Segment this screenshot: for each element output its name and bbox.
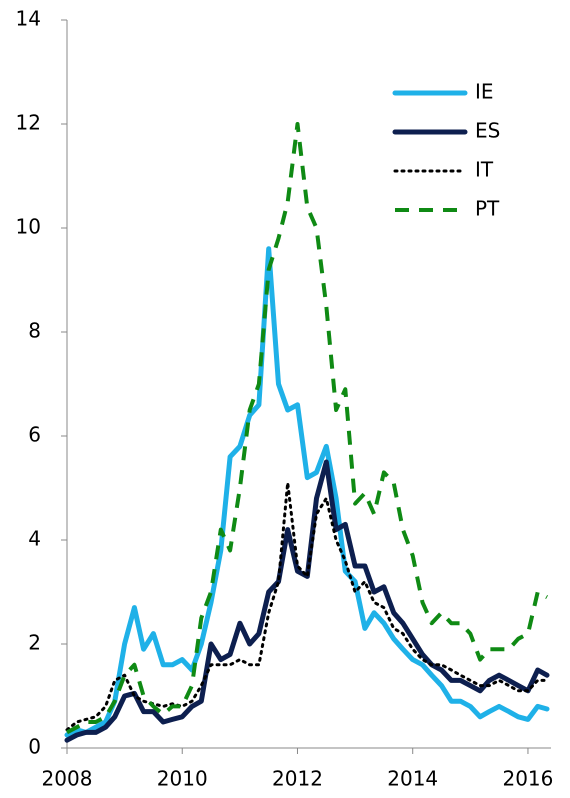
y-tick-label: 6 xyxy=(28,423,41,447)
x-tick-label: 2016 xyxy=(502,767,553,791)
series-line xyxy=(66,122,548,735)
series-line xyxy=(64,459,550,743)
x-tick-label: 2008 xyxy=(42,767,93,791)
y-tick-label: 8 xyxy=(28,319,41,343)
legend-label: PT xyxy=(475,197,500,221)
x-tick-label: 2014 xyxy=(387,767,438,791)
legend-label: ES xyxy=(475,119,500,143)
y-tick-label: 4 xyxy=(28,527,41,551)
y-tick-label: 12 xyxy=(16,111,41,135)
series-line xyxy=(64,246,550,738)
y-tick-label: 2 xyxy=(28,631,41,655)
x-tick-label: 2010 xyxy=(157,767,208,791)
legend-label: IT xyxy=(475,158,494,182)
x-tick-label: 2012 xyxy=(272,767,323,791)
series-line xyxy=(65,481,549,732)
y-tick-label: 0 xyxy=(28,735,41,759)
y-tick-label: 14 xyxy=(16,7,41,31)
legend-label: IE xyxy=(475,80,494,104)
y-tick-label: 10 xyxy=(16,215,41,239)
